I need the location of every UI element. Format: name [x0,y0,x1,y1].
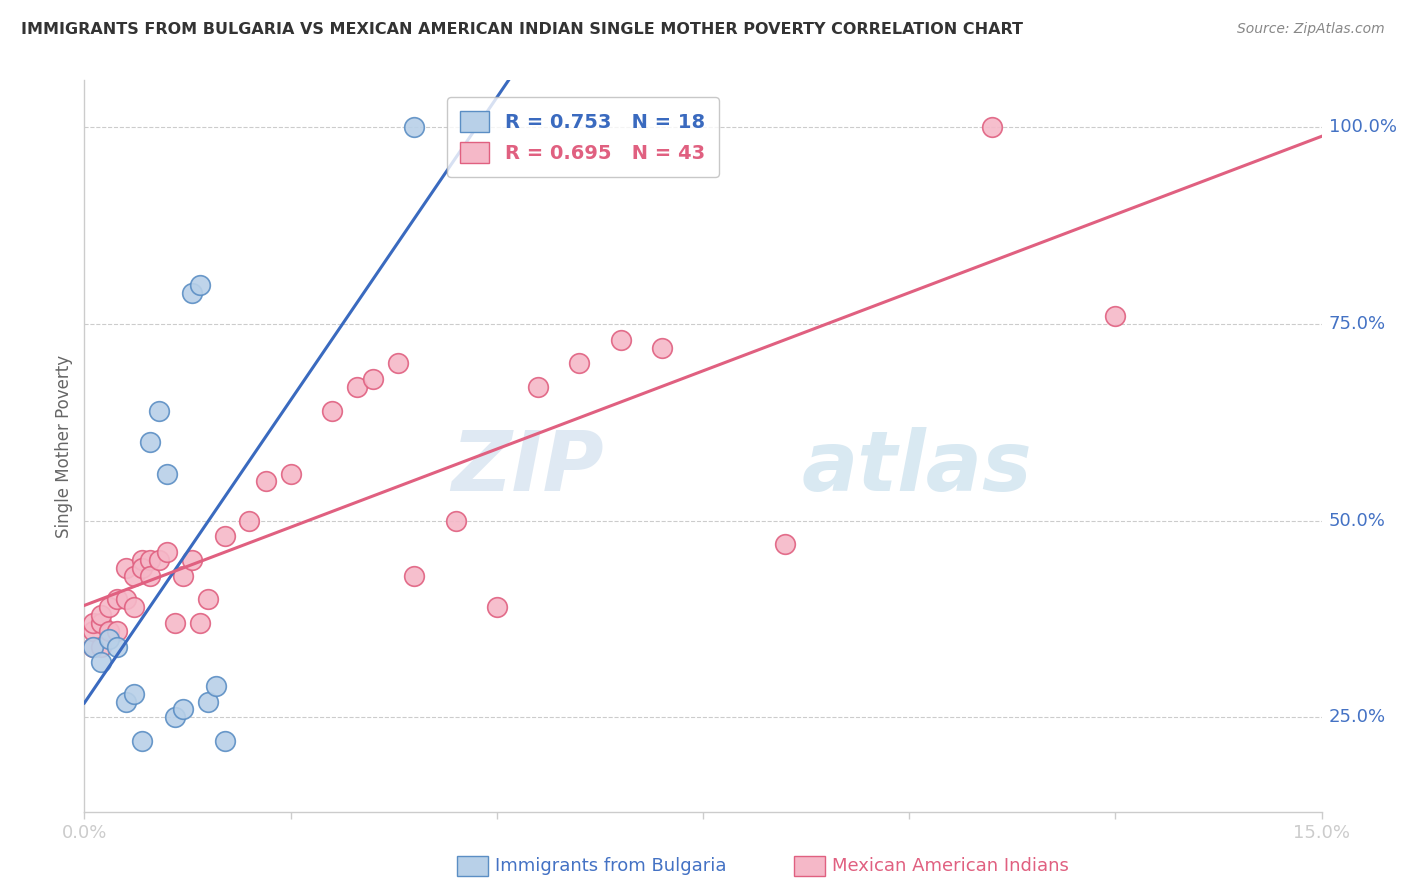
Point [180,285,202,300]
Point [609,333,631,347]
Point [346,380,368,394]
Point [321,403,343,417]
Point [165,710,187,724]
Point [105,640,128,654]
Point [214,734,236,748]
Legend: R = 0.753   N = 18, R = 0.695   N = 43: R = 0.753 N = 18, R = 0.695 N = 43 [447,97,718,177]
Point [1104,310,1126,324]
Point [404,120,426,135]
Point [214,529,236,543]
Point [82,640,104,654]
Point [197,592,219,607]
Text: atlas: atlas [801,427,1032,508]
Point [114,561,136,575]
Point [156,467,179,481]
Point [139,553,162,567]
Point [131,561,153,575]
Point [82,615,104,630]
Point [122,687,145,701]
Point [254,475,277,489]
Point [105,624,128,638]
Point [90,655,112,669]
Point [105,592,128,607]
Y-axis label: Single Mother Poverty: Single Mother Poverty [55,354,73,538]
Point [148,403,170,417]
Point [122,568,145,582]
Point [82,640,104,654]
Point [90,615,112,630]
Text: 75.0%: 75.0% [1329,315,1386,333]
Point [82,624,104,638]
Text: Immigrants from Bulgaria: Immigrants from Bulgaria [495,857,727,875]
Point [165,615,187,630]
Point [527,380,550,394]
Point [172,702,194,716]
Point [361,372,384,386]
Point [205,679,228,693]
Text: Mexican American Indians: Mexican American Indians [832,857,1069,875]
Point [139,435,162,450]
Point [280,467,302,481]
Point [485,600,508,615]
Point [98,624,121,638]
Point [775,537,797,551]
Point [98,632,121,646]
Point [651,341,673,355]
Point [238,514,260,528]
Point [131,553,153,567]
Point [139,568,162,582]
Point [568,356,591,370]
Point [148,553,170,567]
Point [444,514,467,528]
Point [188,615,211,630]
Point [131,734,153,748]
Point [114,592,136,607]
Point [90,640,112,654]
Text: ZIP: ZIP [451,427,605,508]
Point [156,545,179,559]
Point [404,568,426,582]
Point [90,608,112,623]
Text: Source: ZipAtlas.com: Source: ZipAtlas.com [1237,22,1385,37]
Point [172,568,194,582]
Point [197,695,219,709]
Point [122,600,145,615]
Text: IMMIGRANTS FROM BULGARIA VS MEXICAN AMERICAN INDIAN SINGLE MOTHER POVERTY CORREL: IMMIGRANTS FROM BULGARIA VS MEXICAN AMER… [21,22,1024,37]
Text: 100.0%: 100.0% [1329,119,1396,136]
Point [180,553,202,567]
Point [387,356,409,370]
Point [980,120,1002,135]
Text: 25.0%: 25.0% [1329,708,1386,726]
Text: 50.0%: 50.0% [1329,512,1385,530]
Point [114,695,136,709]
Point [98,600,121,615]
Point [188,277,211,292]
